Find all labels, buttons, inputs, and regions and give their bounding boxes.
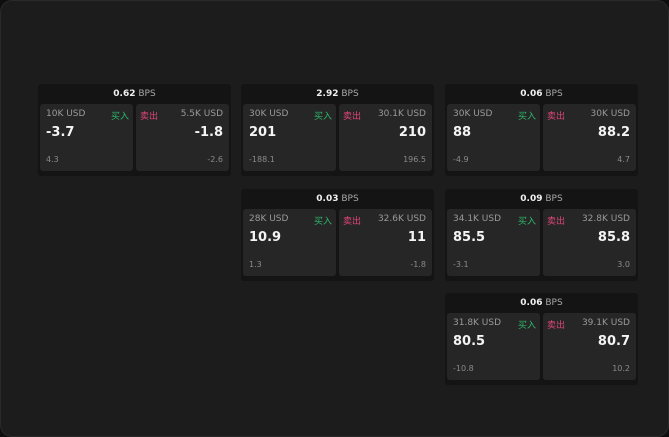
buy-quantity: 30K USD (453, 109, 493, 119)
buy-label: 买入 (517, 321, 536, 331)
buy-change: -10.8 (453, 364, 474, 373)
sell-change: 3.0 (617, 260, 630, 269)
buy-button[interactable]: 34.1K USD 买入 85.5 -3.1 (447, 209, 540, 276)
sell-price: 85.8 (597, 230, 630, 245)
sell-price: 11 (407, 230, 426, 245)
buy-quantity: 10K USD (46, 109, 86, 119)
buy-button[interactable]: 28K USD 买入 10.9 1.3 (243, 209, 336, 276)
sell-price: 88.2 (597, 125, 630, 140)
spread-header: 0.03 BPS (241, 189, 434, 209)
spread-unit: BPS (545, 298, 563, 308)
buy-label: 买入 (517, 112, 536, 122)
spread-header: 0.62 BPS (38, 84, 231, 104)
spread-unit: BPS (341, 89, 359, 99)
buy-quantity: 31.8K USD (453, 318, 502, 328)
buy-button[interactable]: 30K USD 买入 201 -188.1 (243, 104, 336, 171)
spread-value: 2.92 (316, 89, 339, 99)
spread-unit: BPS (545, 89, 563, 99)
spread-header: 0.09 BPS (445, 189, 638, 209)
sell-quantity: 32.6K USD (377, 214, 426, 224)
sell-button[interactable]: 32.8K USD 卖出 85.8 3.0 (543, 209, 636, 276)
spread-unit: BPS (545, 194, 563, 204)
spread-header: 2.92 BPS (241, 84, 434, 104)
sell-label: 卖出 (140, 112, 159, 122)
buy-label: 买入 (313, 217, 332, 227)
quote-card: 2.92 BPS 30K USD 买入 201 -188.1 30.1K USD… (241, 84, 434, 176)
sell-label: 卖出 (343, 112, 362, 122)
sell-button[interactable]: 30.1K USD 卖出 210 196.5 (339, 104, 432, 171)
spread-unit: BPS (341, 194, 359, 204)
spread-value: 0.06 (520, 89, 543, 99)
sell-quantity: 30.1K USD (377, 109, 426, 119)
sell-price: -1.8 (194, 125, 223, 140)
buy-quantity: 30K USD (249, 109, 289, 119)
sell-label: 卖出 (343, 217, 362, 227)
spread-header: 0.06 BPS (445, 84, 638, 104)
sell-button[interactable]: 39.1K USD 卖出 80.7 10.2 (543, 313, 636, 380)
spread-header: 0.06 BPS (445, 293, 638, 313)
buy-price: 88 (453, 125, 472, 140)
buy-change: 4.3 (46, 155, 59, 164)
buy-label: 买入 (110, 112, 129, 122)
buy-price: 201 (249, 125, 277, 140)
buy-label: 买入 (313, 112, 332, 122)
sell-price: 80.7 (597, 334, 630, 349)
quote-card: 0.09 BPS 34.1K USD 买入 85.5 -3.1 32.8K US… (445, 189, 638, 281)
buy-price: 10.9 (249, 230, 282, 245)
buy-quantity: 34.1K USD (453, 214, 502, 224)
sell-label: 卖出 (547, 321, 566, 331)
sell-label: 卖出 (547, 112, 566, 122)
sell-button[interactable]: 30K USD 卖出 88.2 4.7 (543, 104, 636, 171)
buy-button[interactable]: 30K USD 买入 88 -4.9 (447, 104, 540, 171)
spread-unit: BPS (138, 89, 156, 99)
sell-quantity: 32.8K USD (581, 214, 630, 224)
buy-button[interactable]: 10K USD 买入 -3.7 4.3 (40, 104, 133, 171)
sell-quantity: 39.1K USD (581, 318, 630, 328)
buy-change: -188.1 (249, 155, 275, 164)
quote-card: 0.03 BPS 28K USD 买入 10.9 1.3 32.6K USD 卖… (241, 189, 434, 281)
sell-change: -1.8 (410, 260, 426, 269)
buy-change: -3.1 (453, 260, 469, 269)
sell-button[interactable]: 32.6K USD 卖出 11 -1.8 (339, 209, 432, 276)
buy-change: -4.9 (453, 155, 469, 164)
buy-change: 1.3 (249, 260, 262, 269)
buy-price: -3.7 (46, 125, 75, 140)
sell-quantity: 5.5K USD (180, 109, 223, 119)
sell-change: 4.7 (617, 155, 630, 164)
spread-value: 0.06 (520, 298, 543, 308)
sell-button[interactable]: 5.5K USD 卖出 -1.8 -2.6 (136, 104, 229, 171)
spread-value: 0.62 (113, 89, 136, 99)
sell-change: -2.6 (207, 155, 223, 164)
spread-value: 0.03 (316, 194, 339, 204)
quote-card: 0.06 BPS 30K USD 买入 88 -4.9 30K USD 卖出 8… (445, 84, 638, 176)
sell-change: 196.5 (403, 155, 426, 164)
quote-card: 0.06 BPS 31.8K USD 买入 80.5 -10.8 39.1K U… (445, 293, 638, 385)
sell-quantity: 30K USD (590, 109, 630, 119)
buy-price: 85.5 (453, 230, 486, 245)
spread-value: 0.09 (520, 194, 543, 204)
buy-quantity: 28K USD (249, 214, 289, 224)
buy-price: 80.5 (453, 334, 486, 349)
buy-button[interactable]: 31.8K USD 买入 80.5 -10.8 (447, 313, 540, 380)
sell-change: 10.2 (612, 364, 630, 373)
buy-label: 买入 (517, 217, 536, 227)
quote-card: 0.62 BPS 10K USD 买入 -3.7 4.3 5.5K USD 卖出… (38, 84, 231, 176)
sell-price: 210 (398, 125, 426, 140)
sell-label: 卖出 (547, 217, 566, 227)
